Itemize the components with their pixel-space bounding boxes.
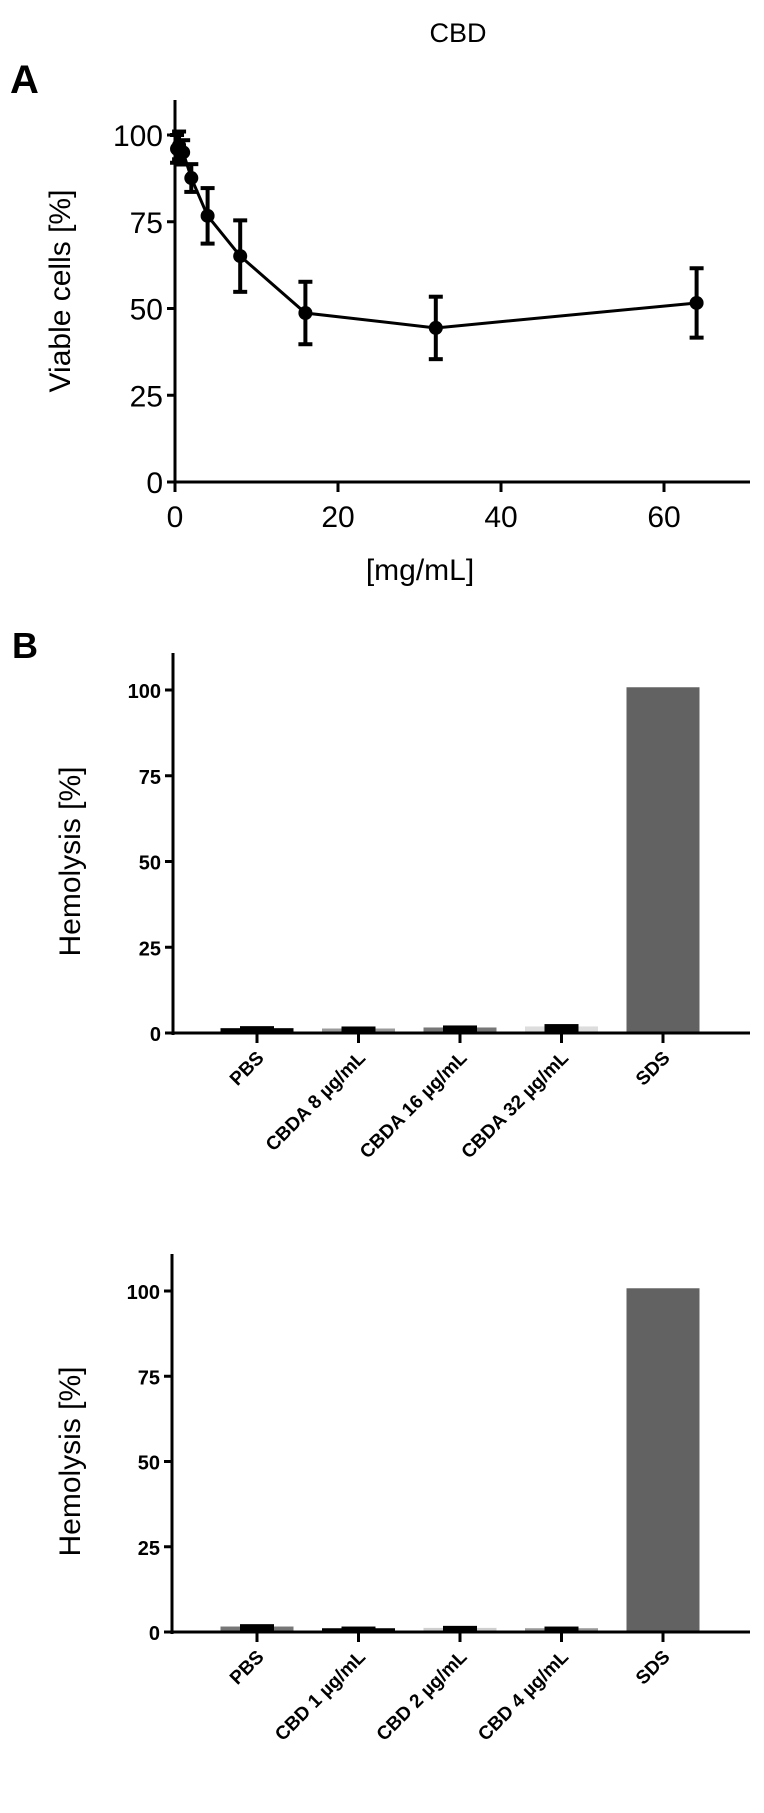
bar-error-band [341,1626,376,1632]
y-axis-title: Hemolysis [%] [54,766,87,956]
x-tick-label: 60 [647,501,680,534]
data-point [689,266,704,340]
x-tick-label: 20 [321,501,354,534]
panel-b-bottom-bar-chart: PBS CBD 1 µg/mL CBD 2 µg/mL CBD 4 µg/mL SDS 0… [54,1254,750,1745]
y-tick-label: 50 [138,1453,160,1475]
category-label: PBS [226,1647,268,1689]
bar-group: PBS [220,1026,294,1090]
y-axis-title: Hemolysis [%] [54,1366,87,1556]
x-axis-title: [mg/mL] [366,554,474,587]
bar-error-band [544,1024,579,1033]
bar-error-band [544,1626,579,1632]
y-tick-label: 100 [113,120,163,153]
category-label: SDS [632,1647,674,1689]
bar-error-band [443,1625,477,1632]
y-tick-label: 100 [128,681,161,703]
y-tick-label: 50 [139,853,161,875]
y-axis-title: Viable cells [%] [44,190,77,393]
bar-group: PBS [220,1624,294,1689]
bar-error-band [240,1624,274,1632]
marker [689,295,704,310]
panel-b-letter: B [12,625,38,666]
y-tick-label: 100 [127,1282,160,1304]
panel-a-letter: A [10,58,39,102]
y-tick-label: 75 [138,1367,160,1389]
bar-group: SDS [626,687,700,1090]
bar-error-band [443,1025,477,1033]
category-label: CBDA 8 µg/mL [262,1047,370,1155]
bar [626,1288,700,1632]
y-tick-label: 0 [149,1623,160,1645]
x-tick-label: 0 [167,501,184,534]
y-tick-label: 25 [138,1538,160,1560]
data-point [200,186,215,246]
figure-title: CBD [429,18,486,48]
bar-group: CBD 4 µg/mL [474,1626,598,1745]
bar-group: SDS [626,1288,700,1689]
bar-error-band [341,1026,376,1033]
y-tick-label: 0 [146,467,163,500]
marker [176,145,191,160]
category-label: CBD 1 µg/mL [271,1646,370,1745]
marker [298,306,313,321]
data-point [233,218,248,294]
y-tick-label: 25 [139,938,161,960]
marker [200,208,215,223]
y-tick-label: 25 [130,380,163,413]
y-tick-label: 75 [139,767,161,789]
data-point [298,279,313,347]
bar [626,687,700,1033]
data-point [184,162,199,194]
data-point [428,294,443,362]
category-label: CBD 4 µg/mL [474,1646,573,1745]
category-label: CBDA 32 µg/mL [458,1047,574,1163]
x-axis-ticks: 0 20 40 60 [167,482,681,534]
category-label: CBD 2 µg/mL [373,1646,472,1745]
category-label: PBS [226,1048,268,1090]
bar-error-band [240,1026,274,1033]
y-axis-ticks: 0 25 50 75 100 [113,120,175,500]
data-points [170,129,704,362]
y-tick-label: 75 [130,207,163,240]
marker [233,249,248,264]
y-tick-label: 0 [150,1024,161,1046]
x-tick-label: 40 [484,501,517,534]
marker [184,171,199,186]
panel-a-line-chart: 0 25 50 75 100 0 20 40 60 Viable cells [%] [mg/… [44,100,750,587]
bar-group: CBDA 32 µg/mL [458,1024,598,1163]
marker [428,320,443,335]
category-label: CBDA 16 µg/mL [356,1047,472,1163]
y-tick-label: 50 [130,294,163,327]
category-label: SDS [632,1048,674,1090]
